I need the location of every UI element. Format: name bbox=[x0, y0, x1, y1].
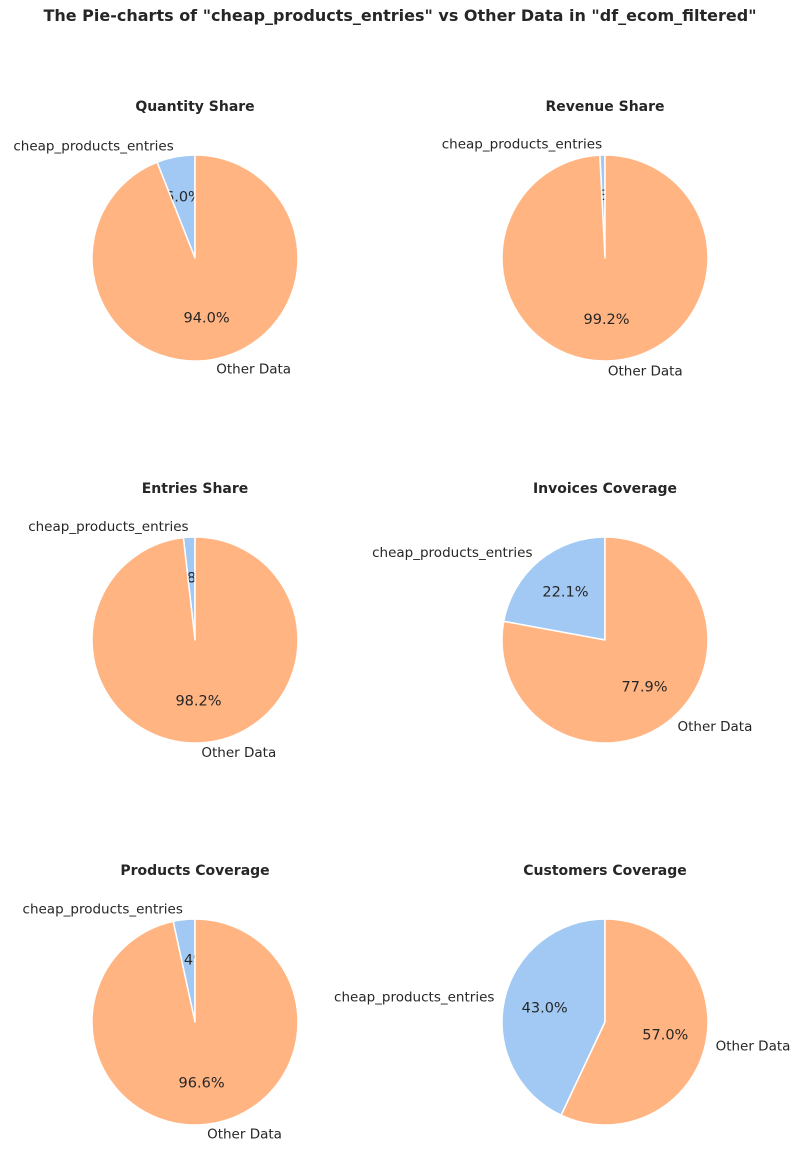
slice-label: cheap_products_entries bbox=[23, 901, 183, 917]
slice-percent-label: 77.9% bbox=[622, 679, 668, 695]
pie-chart-4: Invoices Coverage cheap_products_entries 2… bbox=[372, 481, 752, 744]
slice-label: Other Data bbox=[608, 363, 683, 379]
pie-title: Quantity Share bbox=[135, 99, 254, 115]
slice-percent-label: 6.0% bbox=[165, 189, 202, 205]
pie-slice-other bbox=[91, 154, 299, 362]
pie-chart-2: Revenue Sharecheap_products_entries0.8%O… bbox=[442, 99, 709, 379]
pie-slice-cheap bbox=[501, 918, 606, 1116]
pie-slice-other bbox=[501, 154, 709, 362]
slice-label: Other Data bbox=[216, 361, 291, 377]
slice-percent-label: 96.6% bbox=[179, 1075, 225, 1091]
pie-chart-5: Products Coveragecheap_products_entries3… bbox=[23, 863, 299, 1143]
slice-label: cheap_products_entries bbox=[372, 545, 532, 561]
slice-label: cheap_products_entries bbox=[13, 139, 173, 155]
slice-label: cheap_products_entries bbox=[442, 137, 602, 153]
pie-title: Revenue Share bbox=[545, 99, 664, 115]
pie-title: Entries Share bbox=[142, 481, 249, 497]
slice-percent-label: 57.0% bbox=[642, 1027, 688, 1043]
pie-chart-1: Quantity Share cheap_products_entries 6.0%… bbox=[13, 99, 299, 377]
pie-title: Invoices Coverage bbox=[533, 481, 677, 497]
pie-slice-other bbox=[91, 918, 299, 1126]
pie-slice-other bbox=[501, 536, 709, 744]
slice-percent-label: 22.1% bbox=[542, 585, 588, 601]
pie-slice-cheap bbox=[502, 536, 606, 641]
figure-title: The Pie-charts of "cheap_products_entrie… bbox=[43, 6, 757, 25]
slice-percent-label: 99.2% bbox=[584, 312, 630, 328]
pie-chart-6: Customers Coverage cheap_products_entries… bbox=[334, 863, 791, 1126]
slice-percent-label: 43.0% bbox=[522, 1001, 568, 1017]
slice-label: Other Data bbox=[677, 719, 752, 735]
pie-slice-other bbox=[91, 536, 299, 744]
slice-percent-label: 94.0% bbox=[184, 311, 230, 327]
slice-label: cheap_products_entries bbox=[334, 989, 494, 1005]
pie-title: Customers Coverage bbox=[523, 863, 686, 879]
pie-chart-3: Entries Sharecheap_products_entries1.8%O… bbox=[28, 481, 299, 761]
slice-label: cheap_products_entries bbox=[28, 519, 188, 535]
slice-label: Other Data bbox=[201, 745, 276, 761]
slice-percent-label: 98.2% bbox=[175, 694, 221, 710]
slice-label: Other Data bbox=[716, 1039, 791, 1055]
slice-label: Other Data bbox=[207, 1127, 282, 1143]
pie-title: Products Coverage bbox=[120, 863, 269, 879]
pie-slice-other bbox=[560, 918, 709, 1126]
